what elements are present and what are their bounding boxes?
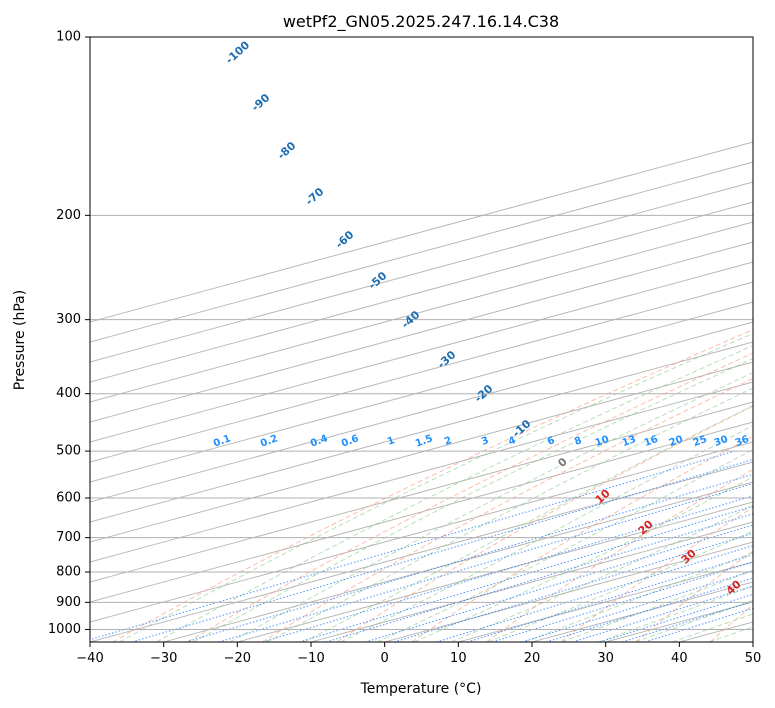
y-tick-label: 700 — [56, 530, 81, 545]
isotherm — [90, 461, 753, 642]
x-axis-ticks: −40 −30 −20 −10 0 10 20 30 40 50 — [76, 642, 761, 666]
mixing-ratio-line — [299, 505, 753, 642]
isotherm — [90, 221, 753, 403]
mixing-ratio-label: 13 — [621, 434, 638, 449]
mixing-ratio-label: 1 — [386, 435, 396, 448]
mixing-ratio-label: 20 — [668, 434, 685, 449]
isotherm — [752, 641, 753, 642]
mixing-ratio-label: 16 — [643, 434, 660, 449]
y-tick-label: 200 — [56, 208, 81, 223]
isotherm — [90, 361, 753, 543]
mixing-ratio-line — [90, 450, 735, 641]
y-axis-ticks: 100 200 300 400 500 600 700 800 900 1000 — [48, 30, 90, 637]
isotherm — [90, 201, 753, 383]
mixing-ratio-label: 25 — [692, 434, 709, 449]
moist-adiabat — [156, 345, 753, 642]
y-tick-label: 500 — [56, 444, 81, 459]
isotherm — [237, 501, 753, 642]
dry-adiabat — [262, 377, 753, 642]
mixing-ratio-label: 4 — [507, 435, 517, 448]
y-tick-label: 900 — [56, 595, 81, 610]
plot-background — [90, 37, 753, 642]
mixing-ratio-label: 30 — [713, 434, 730, 449]
isotherm — [90, 181, 753, 363]
y-tick-label: 600 — [56, 491, 81, 506]
isotherm — [90, 421, 753, 603]
moist-adiabat — [303, 404, 753, 642]
moist-adiabat — [450, 504, 753, 642]
x-tick-label: 40 — [671, 651, 688, 666]
moist-adiabat — [487, 530, 753, 642]
x-tick-label: 50 — [745, 651, 762, 666]
x-tick-label: −10 — [297, 651, 324, 666]
y-tick-label: 400 — [56, 386, 81, 401]
isotherm — [90, 401, 753, 583]
moist-adiabat — [192, 357, 753, 642]
isotherm — [310, 521, 753, 642]
isotherm — [90, 381, 753, 563]
isotherm — [90, 241, 753, 423]
dry-adiabat — [187, 352, 753, 642]
moist-adiabat — [266, 387, 753, 642]
y-tick-label: 300 — [56, 312, 81, 327]
isotherm — [90, 281, 753, 463]
moist-adiabat — [377, 448, 753, 642]
x-tick-label: 30 — [597, 651, 614, 666]
x-tick-label: 10 — [450, 651, 467, 666]
pressure-gridlines — [90, 37, 753, 630]
moist-adiabat — [413, 476, 753, 642]
mixing-ratio-label: 3 — [480, 435, 490, 448]
moist-adiabat — [524, 551, 753, 642]
isotherm — [90, 301, 753, 483]
x-axis-label: Temperature (°C) — [360, 681, 482, 697]
x-tick-label: −30 — [150, 651, 177, 666]
x-tick-label: −40 — [76, 651, 103, 666]
mixing-ratio-line — [436, 545, 753, 642]
y-axis-label: Pressure (hPa) — [12, 290, 28, 390]
x-tick-label: −20 — [224, 651, 251, 666]
mixing-ratio-line — [131, 458, 753, 642]
isotherm — [90, 321, 753, 503]
mixing-ratio-label: 2 — [443, 435, 453, 448]
mixing-ratio-line — [645, 607, 753, 642]
mixing-ratio-label: 6 — [546, 435, 556, 448]
x-tick-label: 20 — [524, 651, 541, 666]
mixing-ratio-line — [394, 532, 753, 642]
moist-adiabat — [561, 569, 753, 642]
mixing-ratio-label: 36 — [734, 434, 751, 449]
background-lines — [90, 141, 753, 642]
isotherm — [90, 261, 753, 443]
y-tick-label: 1000 — [48, 622, 81, 637]
dry-adiabat — [635, 550, 753, 642]
mixing-ratio-label: 8 — [573, 435, 583, 448]
mixing-ratio-line — [365, 524, 753, 642]
x-tick-label: 0 — [381, 651, 389, 666]
mixing-ratio-line — [185, 473, 753, 642]
isotherm — [90, 441, 753, 623]
dry-adiabat — [486, 468, 753, 642]
y-tick-label: 100 — [56, 30, 81, 45]
isotherm — [90, 161, 753, 343]
plot-frame — [89, 36, 754, 643]
chart-title: wetPf2_GN05.2025.247.16.14.C38 — [283, 12, 559, 32]
mixing-ratio-line — [467, 554, 753, 642]
moist-adiabat — [598, 585, 753, 642]
mixing-ratio-label: 10 — [594, 434, 611, 449]
y-tick-label: 800 — [56, 565, 81, 580]
